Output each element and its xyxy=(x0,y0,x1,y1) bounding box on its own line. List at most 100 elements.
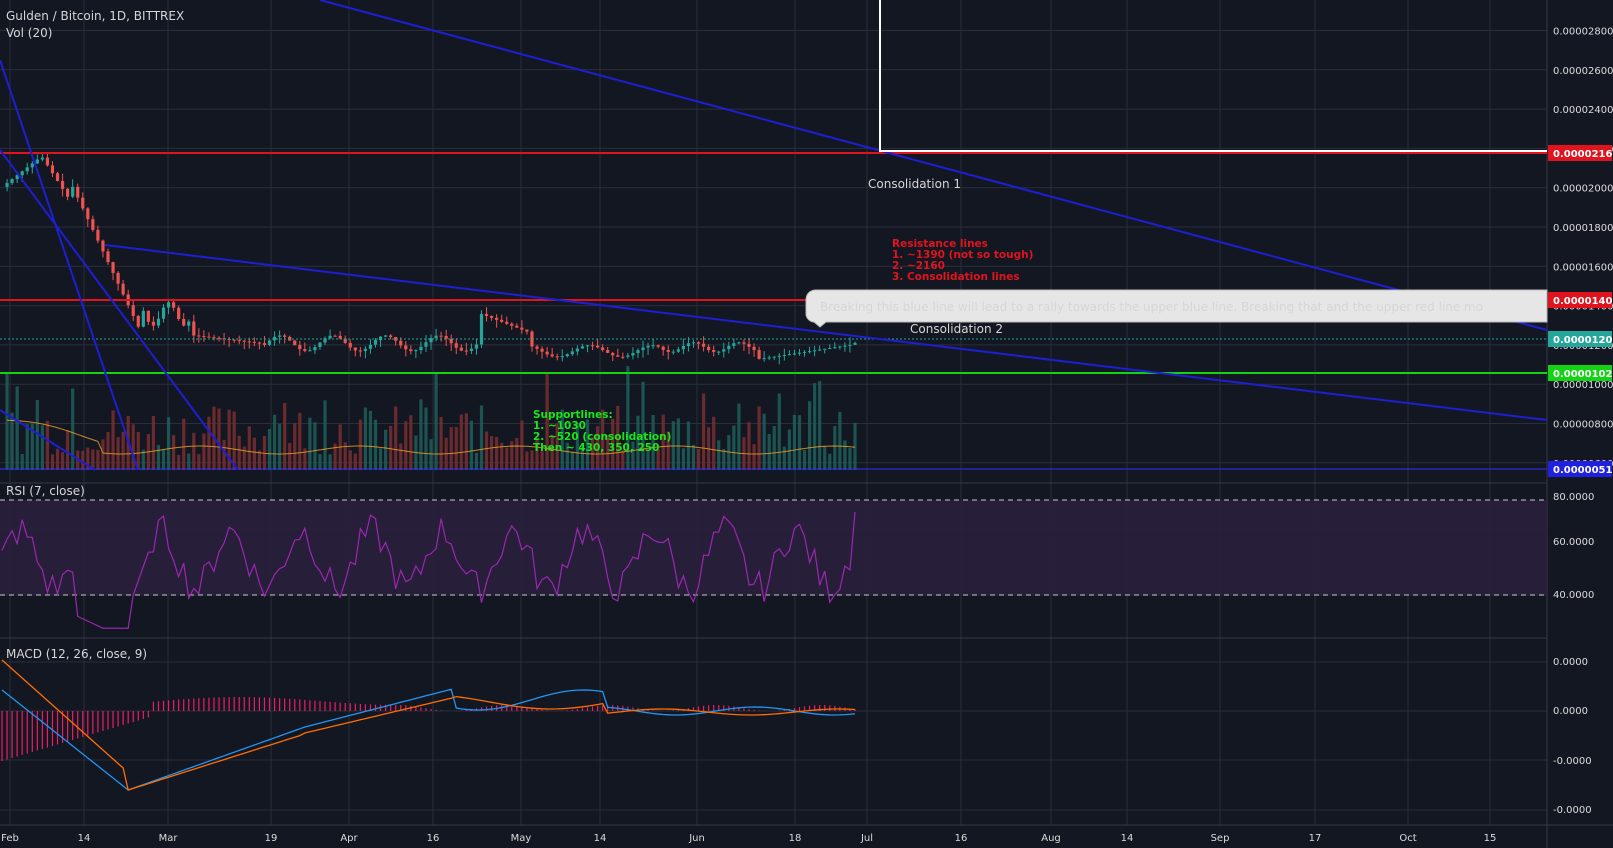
macd-histogram-bar xyxy=(516,705,518,711)
candle-body xyxy=(96,229,100,241)
volume-bar xyxy=(187,453,191,470)
volume-bar xyxy=(207,416,211,470)
volume-bar xyxy=(25,424,29,470)
volume-bar xyxy=(691,444,696,470)
time-tick-label: Aug xyxy=(1041,833,1061,844)
macd-histogram-bar xyxy=(1,711,3,761)
volume-bar xyxy=(807,401,812,470)
macd-histogram-bar xyxy=(798,707,801,711)
candle-body xyxy=(757,350,761,359)
volume-bar xyxy=(409,415,413,470)
time-tick-label: 18 xyxy=(789,833,802,844)
volume-bar xyxy=(636,415,640,470)
macd-histogram-bar xyxy=(824,705,826,711)
volume-bar xyxy=(363,407,368,470)
time-tick-label: 14 xyxy=(78,833,91,844)
candle-body xyxy=(197,335,201,337)
price-tick-label: 0.00000800 xyxy=(1553,420,1613,431)
macd-histogram-bar xyxy=(289,698,291,711)
price-tick-label: 0.00002000 xyxy=(1553,184,1613,195)
macd-tick-label: 0.0000 xyxy=(1553,706,1588,717)
macd-histogram-bar xyxy=(218,697,220,711)
candle-body xyxy=(666,349,670,352)
candle-body xyxy=(182,318,186,326)
macd-histogram-bar xyxy=(152,701,155,711)
candle-body xyxy=(15,175,19,180)
candle-body xyxy=(338,335,342,339)
price-tick-label: 0.00001000 xyxy=(1553,380,1613,391)
macd-histogram-bar xyxy=(526,707,528,711)
candle-body xyxy=(81,197,85,209)
volume-bar xyxy=(399,443,403,470)
price-badge-support: 0.00001026 xyxy=(1548,365,1613,381)
volume-bar xyxy=(752,444,756,470)
macd-histogram-bar xyxy=(829,705,831,711)
volume-bar xyxy=(348,450,352,470)
candle-body xyxy=(525,329,529,332)
time-tick-label: Feb xyxy=(1,833,19,844)
support-item: 2. ~520 (consolidation) xyxy=(533,431,671,443)
callout-text: Breaking this blue line will lead to a r… xyxy=(820,300,1483,314)
macd-histogram-bar xyxy=(521,706,523,711)
trendline[interactable] xyxy=(0,409,96,471)
volume-bar xyxy=(772,426,776,470)
candle-body xyxy=(343,338,347,343)
candle-body xyxy=(777,355,781,357)
volume-bar xyxy=(813,383,817,470)
candle-body xyxy=(459,347,463,351)
macd-histogram-bar xyxy=(324,701,326,711)
volume-bar xyxy=(60,452,65,470)
bracket-line[interactable] xyxy=(879,0,1547,152)
volume-bar xyxy=(823,445,827,470)
volume-bar xyxy=(40,425,44,470)
candle-body xyxy=(40,157,44,160)
macd-histogram-bar xyxy=(581,708,584,711)
volume-bar xyxy=(580,445,585,470)
candle-body xyxy=(121,283,125,295)
volume-bar xyxy=(429,439,433,470)
candle-body xyxy=(565,354,569,357)
volume-bar xyxy=(631,441,635,470)
trendline[interactable] xyxy=(104,244,1548,421)
candle-body xyxy=(717,351,721,353)
candle-body xyxy=(308,350,312,352)
macd-histogram-bar xyxy=(405,705,407,711)
macd-histogram-bar xyxy=(11,711,13,758)
volume-bar xyxy=(454,426,458,470)
macd-histogram-bar xyxy=(178,699,180,711)
macd-histogram-bar xyxy=(173,699,175,711)
volume-bar xyxy=(66,430,70,470)
trendline[interactable] xyxy=(319,0,1548,331)
candle-body xyxy=(45,157,50,166)
macd-histogram-bar xyxy=(243,697,245,711)
support-item: 1. ~1030 xyxy=(533,420,586,432)
trendline[interactable] xyxy=(0,149,239,471)
candle-body xyxy=(55,173,60,182)
candle-body xyxy=(76,186,80,198)
macd-histogram-bar xyxy=(374,704,377,711)
volume-bar xyxy=(489,436,494,470)
macd-histogram-bar xyxy=(359,703,361,711)
volume-bar xyxy=(495,436,499,470)
volume-bar xyxy=(156,444,161,470)
trendline[interactable] xyxy=(0,59,139,471)
candle-body xyxy=(323,338,327,343)
volume-bar xyxy=(242,446,246,470)
candle-body xyxy=(419,346,423,351)
volume-bar xyxy=(717,440,721,470)
macd-histogram-bar xyxy=(490,705,493,711)
volume-bar xyxy=(449,427,453,470)
candle-body xyxy=(621,356,625,358)
callout-bubble[interactable]: Breaking this blue line will lead to a r… xyxy=(805,289,1548,328)
volume-bar xyxy=(701,393,706,470)
volume-bar xyxy=(5,372,9,470)
macd-histogram-bar xyxy=(304,699,306,711)
macd-histogram-bar xyxy=(228,697,230,711)
volume-bar xyxy=(747,422,751,470)
time-tick-label: 17 xyxy=(1309,833,1322,844)
candle-body xyxy=(394,337,398,341)
candle-body xyxy=(267,340,272,345)
candle-body xyxy=(489,315,494,318)
